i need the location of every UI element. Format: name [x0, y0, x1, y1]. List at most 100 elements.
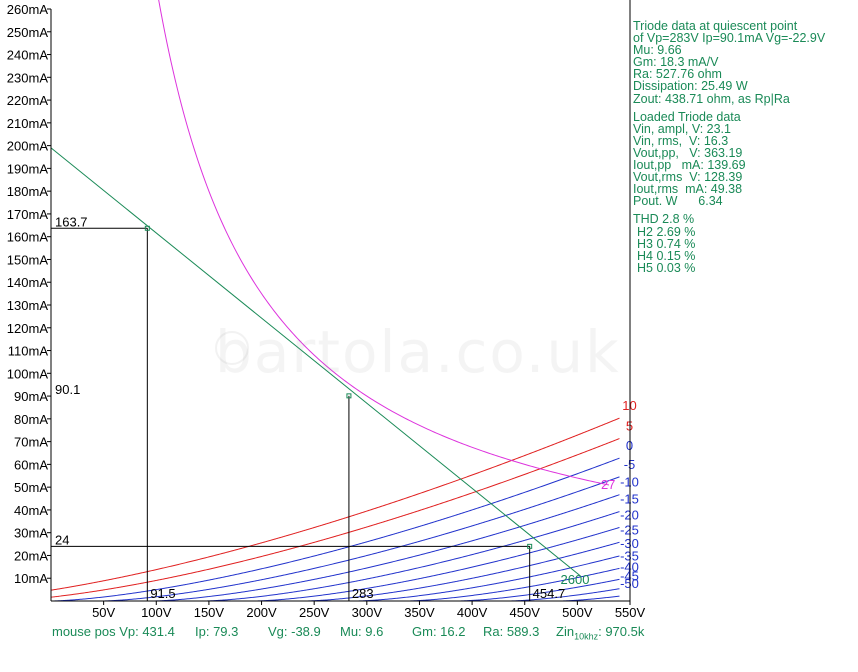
- watermark-circle: [215, 331, 249, 365]
- grid-curve--20: [255, 526, 620, 602]
- status-mu: Mu: 9.6: [340, 624, 384, 639]
- grid-curve--30: [356, 555, 620, 602]
- grid-curve-label-10: 10: [622, 398, 636, 413]
- grid-curve-label-5: 5: [626, 419, 633, 434]
- x-tick-label: 300V: [352, 605, 383, 620]
- info-quiescent-point: of Vp=283V Ip=90.1mA Vg=-22.9V: [633, 31, 826, 46]
- thd-h3: H3 0.74 %: [637, 236, 696, 251]
- x-tick-label: 250V: [299, 605, 330, 620]
- loaded-vin-rms: Vin, rms, V: 16.3: [633, 133, 729, 148]
- status-gm: Gm: 16.2: [412, 624, 466, 639]
- y-tick-label: 80mA: [14, 412, 48, 427]
- y-tick-label: 20mA: [14, 548, 48, 563]
- grid-curve--25: [305, 541, 620, 602]
- grid-curve-label--5: -5: [624, 457, 636, 472]
- grid-curve-label--40: -40: [620, 559, 639, 574]
- y-tick-label: 140mA: [7, 275, 49, 290]
- y-tick-label: 50mA: [14, 480, 48, 495]
- loaded-vout-rms: Vout,rms V: 128.39: [633, 170, 743, 185]
- status-mouse-vp: mouse pos Vp: 431.4: [52, 624, 175, 639]
- y-tick-label: 100mA: [7, 366, 49, 381]
- overlay-layer: 2600 163.7 91.5 90.1 283 24 454.7: [50, 147, 590, 601]
- grid-curve-label-0: 0: [626, 438, 633, 453]
- y-tick-label: 110mA: [8, 344, 49, 359]
- grid-curve-10: [50, 417, 620, 591]
- grid-curve-label--45: -45: [620, 569, 639, 584]
- loaded-iout-pp: Iout,pp mA: 139.69: [633, 158, 746, 173]
- y-tick-label: 190mA: [7, 161, 49, 176]
- dissipation-label: 27: [601, 477, 615, 492]
- grid-curve--10: [153, 494, 620, 602]
- y-tick-label: 240mA: [7, 48, 49, 63]
- grid-curve--50: [560, 595, 620, 602]
- y-tick-label: 40mA: [14, 503, 48, 518]
- triode-plate-curves-chart[interactable]: 10 5 0 -5 -10 -15-20-25-30-35-40-45-50 27 2600…: [0, 0, 858, 624]
- x-tick-label: 550V: [615, 605, 646, 620]
- y-tick-label: 250mA: [7, 25, 49, 40]
- y-tick-label: 90mA: [14, 389, 48, 404]
- swing-max-vp-label: 91.5: [150, 586, 175, 601]
- status-zin-sub: 10khz: [574, 631, 599, 642]
- triode-info-panel: Triode data at quiescent point of Vp=283…: [633, 20, 858, 274]
- y-tick-label: 70mA: [14, 435, 48, 450]
- grid-curve--15: [203, 511, 620, 602]
- x-tick-label: 50V: [92, 605, 115, 620]
- status-ip: Ip: 79.3: [195, 624, 239, 639]
- load-line-label: 2600: [561, 572, 590, 587]
- x-tick-label: 500V: [562, 605, 593, 620]
- grid-curve-label--10: -10: [620, 475, 639, 490]
- y-tick-label: 160mA: [7, 230, 49, 245]
- grid-curve-label--15: -15: [620, 492, 639, 507]
- y-tick-label: 30mA: [14, 526, 48, 541]
- info-ra: Ra: 527.76 ohm: [633, 67, 722, 82]
- y-tick-label: 220mA: [7, 93, 49, 108]
- grid-curve-0: [52, 457, 620, 602]
- thd-block: THD 2.8 % H2 2.69 % H3 0.74 % H4 0.15 % …: [633, 213, 858, 274]
- swing-min-marker: [527, 543, 533, 549]
- y-tick-label: 10mA: [14, 571, 48, 586]
- y-tick-label: 60mA: [14, 457, 48, 472]
- status-vg: Vg: -38.9: [268, 624, 321, 639]
- loaded-vin-ampl: Vin, ampl, V: 23.1: [633, 121, 731, 136]
- status-zin-label: Zin: [556, 624, 575, 639]
- x-tick-label: 100V: [141, 605, 172, 620]
- grid-curve-5: [50, 438, 620, 598]
- x-tick-label: 450V: [510, 605, 541, 620]
- x-tick-label: 150V: [194, 605, 225, 620]
- thd-h4: H4 0.15 %: [637, 248, 696, 263]
- swing-min-vp-label: 454.7: [533, 586, 566, 601]
- y-tick-label: 120mA: [7, 321, 49, 336]
- load-line: [50, 147, 581, 577]
- y-tick-label: 200mA: [7, 139, 49, 154]
- loaded-data-block: Loaded Triode data Vin, ampl, V: 23.1 Vi…: [633, 109, 858, 209]
- x-tick-label: 200V: [246, 605, 277, 620]
- quiescent-vp-label: 283: [352, 586, 374, 601]
- swing-max-ip-label: 163.7: [55, 214, 88, 229]
- info-zout: Zout: 438.71 ohm, as Rp|Ra: [633, 91, 790, 106]
- axes-layer: 10mA 20mA 30mA 40mA 50mA 60mA 70mA 80mA 90mA 100m…: [7, 0, 646, 620]
- grid-curve--35: [407, 567, 620, 602]
- status-ra: Ra: 589.3: [483, 624, 540, 639]
- info-mu: Mu: 9.66: [633, 43, 682, 58]
- grid-curve--40: [458, 578, 620, 602]
- grid-curve-label--20: -20: [620, 507, 639, 522]
- status-bar: mouse pos Vp: 431.4 Ip: 79.3 Vg: -38.9 M…: [0, 624, 858, 644]
- grid-curve--45: [508, 588, 620, 602]
- y-tick-label: 260mA: [7, 2, 49, 17]
- quiescent-ip-label: 90.1: [55, 382, 80, 397]
- y-tick-label: 180mA: [7, 184, 49, 199]
- info-dissipation: Dissipation: 25.49 W: [633, 79, 748, 94]
- curves-layer: 10 5 0 -5 -10 -15-20-25-30-35-40-45-50 27: [50, 0, 639, 602]
- quiescent-marker: [346, 393, 352, 399]
- grid-curve-label--25: -25: [620, 522, 639, 537]
- info-title: Triode data at quiescent point: [633, 19, 798, 33]
- dissipation-curve: [158, 0, 610, 486]
- y-tick-label: 130mA: [7, 298, 49, 313]
- swing-min-ip-label: 24: [55, 532, 69, 547]
- x-tick-label: 400V: [457, 605, 488, 620]
- loaded-title: Loaded Triode data: [633, 109, 741, 124]
- info-gm: Gm: 18.3 mA/V: [633, 55, 719, 70]
- loaded-pout: Pout. W 6.34: [633, 194, 723, 209]
- quiescent-data-block: Triode data at quiescent point of Vp=283…: [633, 20, 858, 105]
- grid-curve--5: [102, 476, 620, 602]
